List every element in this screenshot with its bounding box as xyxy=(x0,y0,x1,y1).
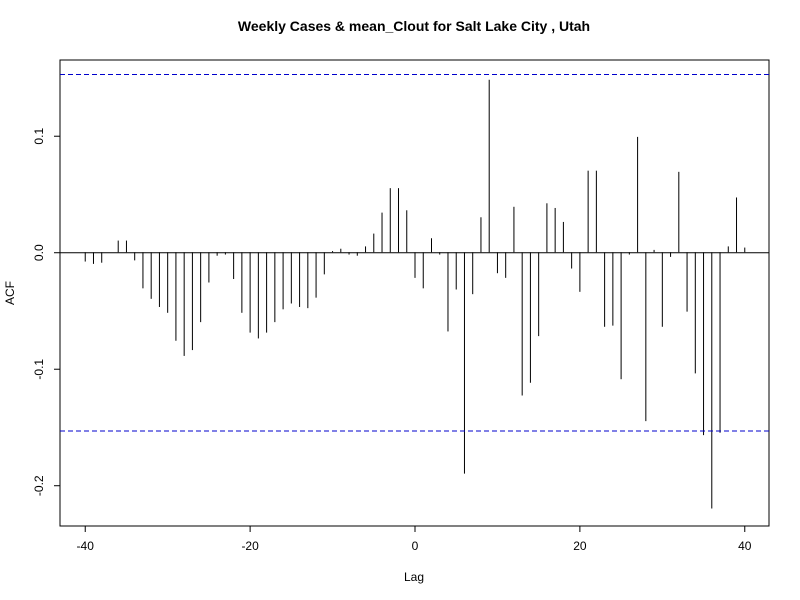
y-tick-label: 0.1 xyxy=(32,128,46,145)
x-tick-label: 20 xyxy=(573,539,587,553)
y-tick-label: -0.2 xyxy=(32,475,46,496)
confidence-bounds xyxy=(60,73,769,432)
y-tick-label: -0.1 xyxy=(32,359,46,380)
x-tick-label: 0 xyxy=(412,539,419,553)
x-axis-label: Lag xyxy=(404,570,424,584)
acf-bars xyxy=(84,79,746,509)
x-tick-label: -40 xyxy=(77,539,95,553)
x-axis: -40 -20 0 20 40 xyxy=(77,526,752,553)
x-tick-label: -20 xyxy=(241,539,259,553)
chart-title: Weekly Cases & mean_Clout for Salt Lake … xyxy=(238,18,590,34)
y-axis-label: ACF xyxy=(3,281,17,305)
y-tick-label: 0.0 xyxy=(32,244,46,261)
x-tick-label: 40 xyxy=(738,539,752,553)
y-axis: 0.1 0.0 -0.1 -0.2 xyxy=(32,128,60,496)
